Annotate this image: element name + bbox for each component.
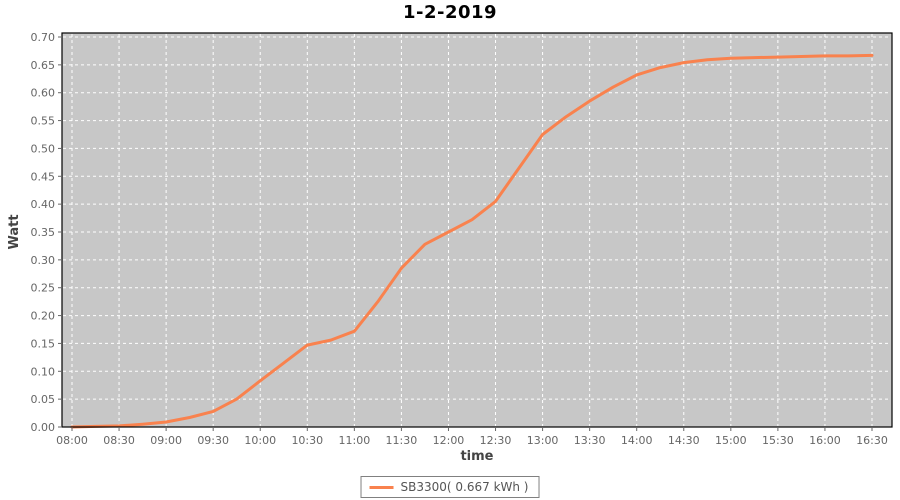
x-tick-label: 14:00 xyxy=(621,434,653,447)
plot-border xyxy=(61,32,893,428)
y-tick-label: 0.35 xyxy=(31,226,56,239)
y-tick-label: 0.60 xyxy=(31,87,56,100)
y-tick-label: 0.30 xyxy=(31,254,56,267)
x-tick-label: 12:30 xyxy=(480,434,512,447)
y-tick-label: 0.25 xyxy=(31,282,56,295)
y-axis-ticks xyxy=(58,36,62,428)
x-tick-label: 09:00 xyxy=(150,434,182,447)
plot-svg: 0.00 0.05 0.10 0.15 0.20 0.25 0.30 0.35 0.40 0.45… xyxy=(7,31,893,464)
chart-title: 1-2-2019 xyxy=(402,2,498,23)
x-tick-label: 08:30 xyxy=(103,434,135,447)
series-line xyxy=(70,53,874,429)
x-axis-tick-labels: 08:00 08:30 09:00 09:30 10:00 10:30 11:00 11:30… xyxy=(56,434,888,447)
x-tick-label: 08:00 xyxy=(56,434,88,447)
y-tick-label: 0.20 xyxy=(31,310,56,323)
y-tick-label: 0.70 xyxy=(31,31,56,44)
x-tick-label: 11:30 xyxy=(386,434,418,447)
y-tick-label: 0.40 xyxy=(31,198,56,211)
y-tick-label: 0.15 xyxy=(31,337,56,350)
x-tick-label: 15:00 xyxy=(715,434,747,447)
x-tick-label: 13:30 xyxy=(574,434,606,447)
x-tick-label: 16:00 xyxy=(809,434,841,447)
x-tick-label: 15:30 xyxy=(762,434,794,447)
y-tick-label: 0.55 xyxy=(31,115,56,128)
y-axis-tick-labels: 0.00 0.05 0.10 0.15 0.20 0.25 0.30 0.35 0.40 0.45… xyxy=(31,31,56,434)
plot-area xyxy=(62,33,892,427)
y-tick-label: 0.45 xyxy=(31,170,56,183)
horizontal-gridlines xyxy=(63,36,891,400)
y-tick-label: 0.50 xyxy=(31,142,56,155)
x-axis-ticks xyxy=(71,427,873,431)
legend-label: SB3300( 0.667 kWh ) xyxy=(400,480,529,494)
x-tick-label: 12:00 xyxy=(433,434,465,447)
x-tick-label: 10:30 xyxy=(291,434,323,447)
y-tick-label: 0.10 xyxy=(31,365,56,378)
x-tick-label: 09:30 xyxy=(197,434,229,447)
y-axis-label: Watt xyxy=(7,214,22,249)
x-tick-label: 13:00 xyxy=(527,434,559,447)
y-tick-label: 0.65 xyxy=(31,59,56,72)
x-tick-label: 11:00 xyxy=(339,434,371,447)
x-tick-label: 14:30 xyxy=(668,434,700,447)
legend-line-swatch xyxy=(369,485,394,489)
x-tick-label: 10:00 xyxy=(244,434,276,447)
x-axis-label: time xyxy=(460,449,493,464)
vertical-gridlines xyxy=(71,34,873,426)
y-tick-label: 0.00 xyxy=(31,421,56,434)
legend: SB3300( 0.667 kWh ) xyxy=(360,476,540,498)
data-line xyxy=(70,53,874,429)
x-tick-label: 16:30 xyxy=(856,434,888,447)
y-tick-label: 0.05 xyxy=(31,393,56,406)
